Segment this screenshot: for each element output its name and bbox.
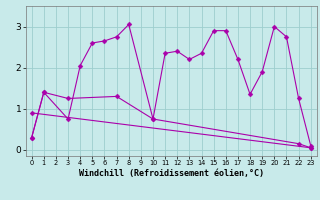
X-axis label: Windchill (Refroidissement éolien,°C): Windchill (Refroidissement éolien,°C)	[79, 169, 264, 178]
